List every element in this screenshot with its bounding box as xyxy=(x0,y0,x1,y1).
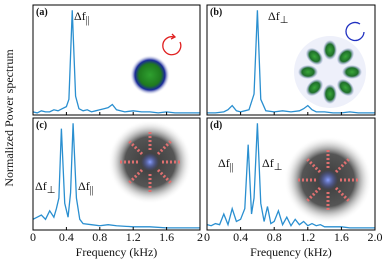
annotation-sub: ⊥ xyxy=(280,15,289,26)
plot-frame xyxy=(206,117,376,231)
vortex-image-c xyxy=(108,120,192,204)
annotation: Δf⊥ xyxy=(268,9,288,26)
annotation-sub: || xyxy=(90,185,94,196)
x-tick-label: 1.6 xyxy=(334,230,349,244)
x-tick-label: 0.8 xyxy=(92,230,107,244)
panel-label: (d) xyxy=(210,120,222,131)
y-axis-label: Normalized Power spectrum xyxy=(2,49,16,187)
annotation-main: Δf xyxy=(218,156,230,170)
annotation-main: Δf xyxy=(35,179,47,193)
annotation-sub: || xyxy=(86,15,90,26)
vortex-image-d xyxy=(284,136,372,224)
annotation: Δf|| xyxy=(78,179,94,196)
spectrum-line xyxy=(206,123,375,229)
x-tick-label: 2.0 xyxy=(368,230,383,244)
x-tick-label: 1.2 xyxy=(300,230,315,244)
x-axis-label: Frequency (kHz) xyxy=(76,245,158,259)
annotation-sub: ⊥ xyxy=(274,162,283,173)
annotation-main: Δf xyxy=(262,156,274,170)
annotation-sub: ⊥ xyxy=(47,185,56,196)
plot-frame xyxy=(206,4,376,116)
vortex-image-a xyxy=(130,33,182,95)
annotation-main: Δf xyxy=(268,9,280,23)
annotation-main: Δf xyxy=(74,9,86,23)
panel-label: (b) xyxy=(210,7,222,18)
annotation-sub: || xyxy=(230,162,234,173)
x-tick-label: 0 xyxy=(204,230,210,244)
spectrum-line xyxy=(207,10,375,114)
spectrum-line xyxy=(32,10,200,114)
annotation: Δf⊥ xyxy=(262,156,282,173)
panel-label: (c) xyxy=(36,120,47,131)
annotation: Δf|| xyxy=(218,156,234,173)
x-tick-label: 0.8 xyxy=(267,230,282,244)
x-axis-label: Frequency (kHz) xyxy=(250,245,332,259)
plot-frame xyxy=(32,4,201,116)
annotation-main: Δf xyxy=(78,179,90,193)
x-tick-label: 1.2 xyxy=(126,230,141,244)
vortex-image-b xyxy=(294,21,366,108)
x-tick-label: 1.6 xyxy=(159,230,174,244)
panel-label: (a) xyxy=(36,7,48,18)
x-tick-label: 0.4 xyxy=(233,230,248,244)
plot-frame xyxy=(32,117,201,231)
x-tick-label: 2 xyxy=(197,230,203,244)
spectrum-line xyxy=(32,123,200,229)
x-tick-label: 0 xyxy=(30,230,36,244)
annotation: Δf⊥ xyxy=(35,179,55,196)
annotation: Δf|| xyxy=(74,9,90,26)
x-tick-label: 0.4 xyxy=(59,230,74,244)
